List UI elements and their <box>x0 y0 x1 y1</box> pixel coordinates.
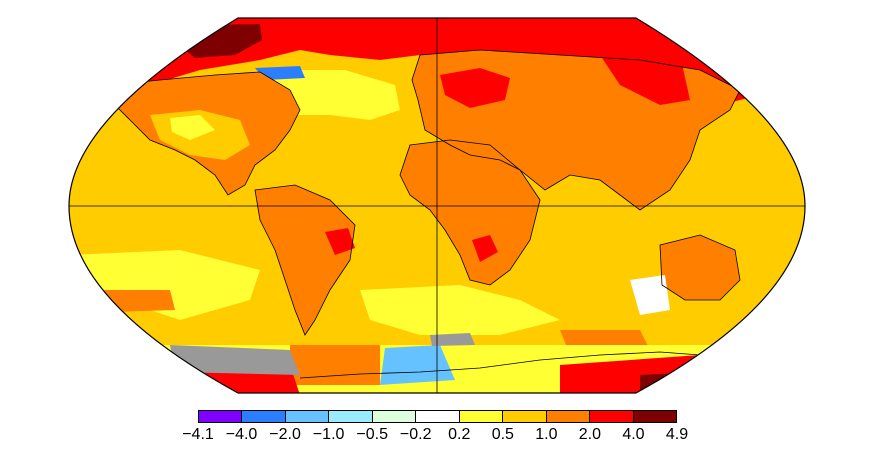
africa-land <box>400 140 540 285</box>
color-scale-tick-label: −0.5 <box>356 426 388 443</box>
color-swatch <box>329 411 373 422</box>
color-swatch <box>546 411 591 422</box>
color-scale-tick-label: −0.2 <box>399 426 432 443</box>
southern-africa-hot <box>472 235 498 262</box>
color-scale-tick-label: 1.0 <box>535 426 558 443</box>
no-data-region-2 <box>430 333 475 346</box>
color-scale-tick-label: −4.1 <box>182 426 214 443</box>
color-scale-tick-label: 0.2 <box>448 426 471 443</box>
color-swatch <box>372 411 417 422</box>
color-swatch <box>199 411 243 422</box>
siberia-hot-region <box>600 55 690 105</box>
southern-ocean-orange <box>100 290 175 312</box>
southern-ocean-pale <box>70 250 260 320</box>
color-scale-bar <box>198 410 677 423</box>
south-america-land <box>255 185 355 335</box>
color-scale-tick-label: 4.9 <box>665 426 689 443</box>
coastlines <box>109 49 741 379</box>
color-swatch <box>633 411 676 422</box>
color-scale-tick-label: −2.0 <box>269 426 301 443</box>
arctic-warm-region <box>120 18 760 110</box>
north-america-pale <box>170 115 215 140</box>
antarctica-blue <box>380 345 455 385</box>
globe-outline <box>68 17 806 394</box>
color-scale-tick-label: 0.5 <box>491 426 514 443</box>
antarctica-darkred-east <box>640 372 710 393</box>
color-swatch <box>285 411 330 422</box>
map-field <box>69 18 805 393</box>
color-scale-tick-label: 4.0 <box>622 426 645 443</box>
australia-land <box>660 235 740 300</box>
southern-ocean-white <box>630 275 670 315</box>
color-swatch <box>242 411 286 422</box>
antarctica-orange <box>290 345 380 385</box>
color-scale-tick-label: −4.0 <box>225 426 258 443</box>
southern-ocean-pale-2 <box>360 285 560 335</box>
color-scale-tick-label: −1.0 <box>312 426 345 443</box>
color-swatch <box>459 411 504 422</box>
color-scale-tick-label: 2.0 <box>578 426 602 443</box>
no-data-region <box>170 345 300 375</box>
color-scale-ticks: −4.1 −4.0 −2.0 −1.0 −0.5 −0.2 0.2 0.5 1.0 2.0 4.0 4… <box>182 426 688 446</box>
eurasia-hot-region <box>440 68 510 108</box>
south-america-hot <box>325 228 355 255</box>
color-swatch <box>590 411 634 422</box>
color-swatch <box>503 411 547 422</box>
color-swatch <box>416 411 460 422</box>
